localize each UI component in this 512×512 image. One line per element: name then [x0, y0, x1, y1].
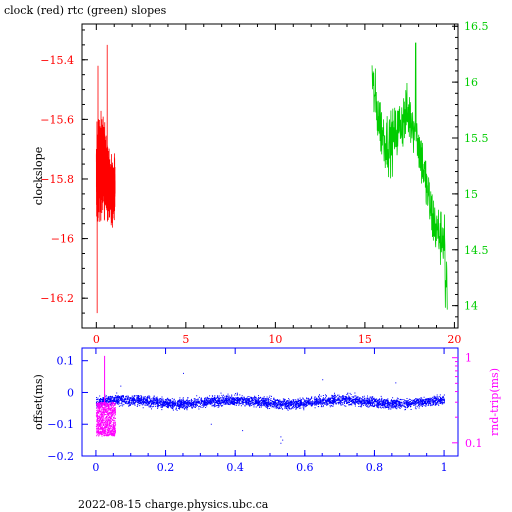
top-left-axis-label: clockslope [32, 147, 45, 205]
top-right-tick-label: 14 [464, 300, 478, 313]
bottom-left-tick-label: −0.1 [47, 418, 74, 431]
bottom-right-tick-label: 0.1 [465, 437, 483, 450]
footer-host-date: 2022-08-15 charge.physics.ubc.ca [78, 498, 269, 511]
series-clock-slope-line [95, 44, 116, 314]
series-offset-points [95, 372, 445, 444]
bottom-x-tick-label: 0.2 [157, 461, 175, 474]
top-x-tick-label: 15 [358, 333, 372, 346]
top-right-tick-label: 15.5 [464, 132, 489, 145]
chart-title: clock (red) rtc (green) slopes [4, 4, 167, 17]
bottom-left-axis-label: offset(ms) [32, 374, 45, 430]
bottom-right-tick-label: 1 [465, 352, 472, 365]
top-left-tick-label: −15.4 [40, 54, 74, 67]
bottom-left-tick-label: 0 [67, 386, 74, 399]
top-x-tick-label: 10 [268, 333, 282, 346]
bottom-x-tick-label: 0 [92, 461, 99, 474]
top-plot-frame [81, 23, 459, 329]
top-x-tick-label: 20 [447, 333, 461, 346]
top-x-tick-label: 0 [93, 333, 100, 346]
series-rtc-slope-line [371, 42, 448, 310]
bottom-x-tick-label: 0.8 [366, 461, 384, 474]
bottom-left-tick-label: −0.2 [47, 450, 74, 463]
series-round-trip-points [95, 355, 117, 437]
top-right-tick-label: 16 [464, 76, 478, 89]
top-left-tick-label: −16.2 [40, 292, 74, 305]
top-right-tick-label: 15 [464, 188, 478, 201]
bottom-right-axis-label: rnd-trip(ms) [488, 368, 501, 436]
top-left-tick-label: −16 [51, 233, 74, 246]
top-x-tick-label: 5 [182, 333, 189, 346]
bottom-x-tick-label: 0.4 [226, 461, 244, 474]
bottom-x-tick-label: 0.6 [296, 461, 314, 474]
bottom-left-tick-label: 0.1 [57, 355, 75, 368]
top-left-tick-label: −15.6 [40, 113, 74, 126]
bottom-x-tick-label: 1 [441, 461, 448, 474]
top-right-tick-label: 14.5 [464, 244, 489, 257]
top-right-tick-label: 16.5 [464, 20, 489, 33]
top-left-tick-label: −15.8 [40, 173, 74, 186]
